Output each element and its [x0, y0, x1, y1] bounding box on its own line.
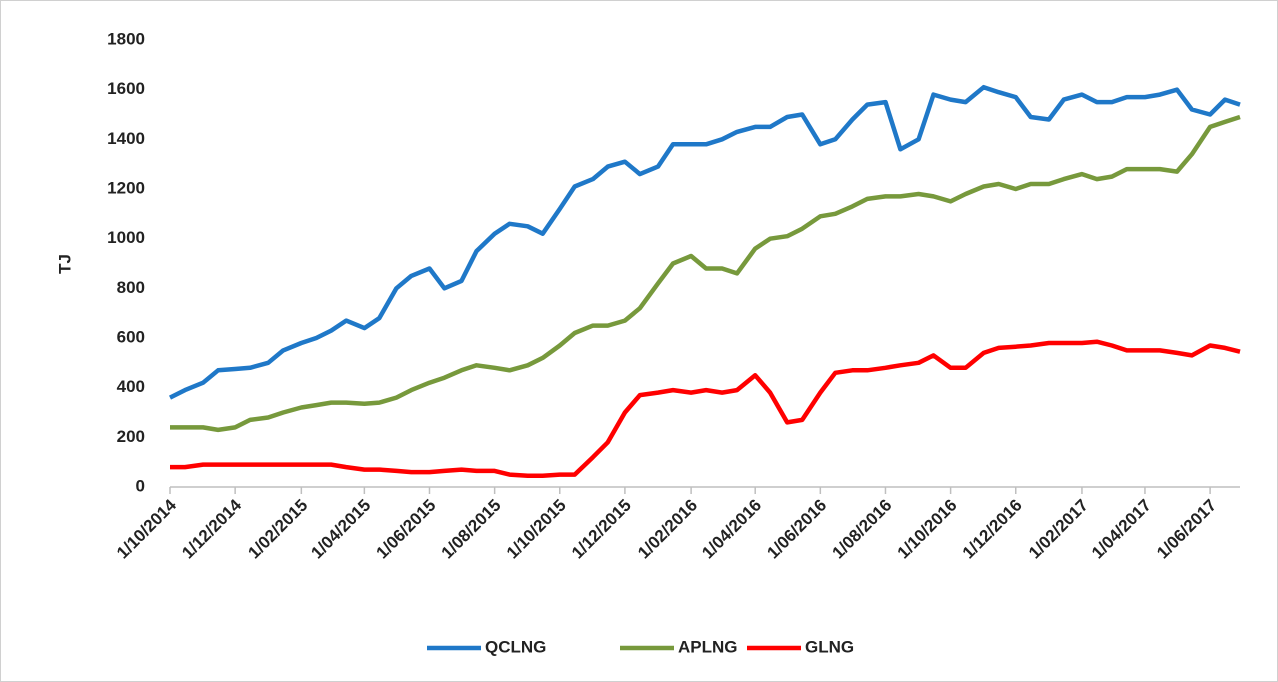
series-line	[170, 114, 1241, 433]
series-line	[168, 84, 1241, 400]
y-tick-label: 1000	[107, 228, 145, 247]
y-tick-label: 400	[117, 377, 145, 396]
y-tick-label: 1400	[107, 129, 145, 148]
y-tick-label: 1200	[107, 178, 145, 197]
legend-label: QCLNG	[485, 637, 546, 656]
y-tick-label: 1800	[107, 29, 145, 48]
y-tick-label: 800	[117, 278, 145, 297]
legend-label: APLNG	[678, 637, 738, 656]
y-tick-label: 600	[117, 327, 145, 346]
y-axis-label: TJ	[55, 254, 74, 274]
y-tick-label: 0	[136, 476, 145, 495]
y-tick-label: 200	[117, 427, 145, 446]
series-line	[170, 339, 1241, 479]
legend-label: GLNG	[805, 637, 854, 656]
y-tick-label: 1600	[107, 79, 145, 98]
